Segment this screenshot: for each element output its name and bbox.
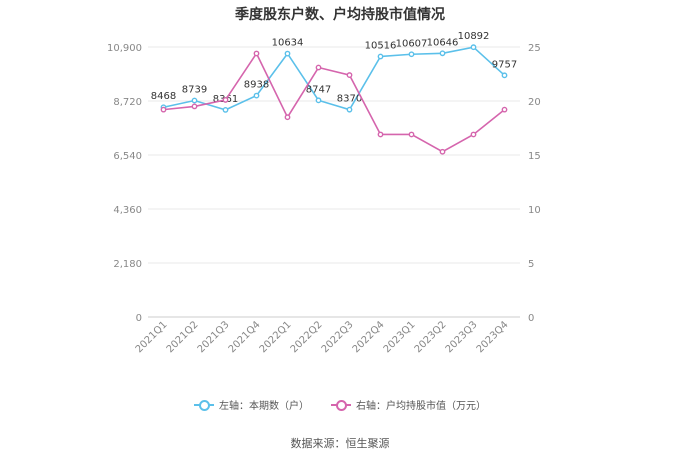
data-point-left <box>191 97 198 104</box>
series-line-right <box>163 51 506 153</box>
x-tick-label: 2022Q1 <box>258 319 294 355</box>
x-tick-label: 2021Q2 <box>165 319 201 355</box>
data-point-left <box>253 92 260 99</box>
y-left-tick-label: 4,360 <box>113 205 142 216</box>
data-label: 10607 <box>396 38 428 49</box>
data-label: 8370 <box>337 94 362 105</box>
data-point-left <box>408 51 415 58</box>
legend-label-right: 右轴：户均持股市值（万元） <box>356 401 486 412</box>
chart: 0 0 2,180 5 4,360 10 6,540 15 8,720 20 10,900 25 202… <box>107 31 541 355</box>
x-tick-label: 2021Q4 <box>227 319 263 355</box>
data-label: 10516 <box>365 41 397 52</box>
data-point-left <box>222 106 229 113</box>
data-point-right <box>346 72 353 78</box>
data-point-left <box>284 50 291 57</box>
x-tick-label: 2023Q3 <box>444 319 480 355</box>
data-point-right <box>377 131 384 138</box>
data-point-left <box>470 44 477 51</box>
data-point-right <box>284 114 291 121</box>
data-point-right <box>501 106 508 113</box>
legend: 左轴：本期数（户） 右轴：户均持股市值（万元） <box>0 397 680 412</box>
data-label: 10634 <box>272 38 304 49</box>
data-label: 8468 <box>151 91 176 102</box>
data-point-right <box>160 106 167 113</box>
data-point-right <box>222 97 229 103</box>
x-tick-label: 2021Q1 <box>134 319 170 355</box>
chart-title: 季度股东户数、户均持股市值情况 <box>235 7 445 23</box>
y-right-tick-label: 15 <box>528 151 541 162</box>
data-point-right <box>470 131 477 138</box>
data-label: 10646 <box>427 37 459 48</box>
data-point-left <box>439 50 446 57</box>
y-right-tick-label: 20 <box>528 97 541 108</box>
legend-item-left[interactable]: 左轴：本期数（户） <box>194 397 309 412</box>
y-right-tick-label: 10 <box>528 205 541 216</box>
data-label: 10892 <box>458 31 490 42</box>
legend-swatch-left-icon <box>194 399 214 411</box>
y-left-tick-label: 10,900 <box>107 43 142 54</box>
data-point-left <box>377 53 384 60</box>
y-left-tick-label: 8,720 <box>113 97 142 108</box>
legend-item-right[interactable]: 右轴：户均持股市值（万元） <box>331 397 486 412</box>
legend-swatch-right-icon <box>331 399 351 411</box>
data-point-left <box>315 97 322 104</box>
x-tick-label: 2022Q4 <box>351 319 387 355</box>
data-point-right <box>439 148 446 155</box>
data-point-right <box>253 50 260 57</box>
data-label: 9757 <box>492 59 517 70</box>
y-right-tick-label: 0 <box>528 313 534 324</box>
y-right-tick-label: 25 <box>528 43 541 54</box>
data-label: 8747 <box>306 84 331 95</box>
y-right-tick-label: 5 <box>528 259 534 270</box>
series-line-left <box>163 46 506 111</box>
data-point-left <box>501 72 508 79</box>
y-left-tick-label: 2,180 <box>113 259 142 270</box>
x-tick-label: 2022Q3 <box>320 319 356 355</box>
x-tick-label: 2021Q3 <box>196 319 232 355</box>
data-point-left <box>346 106 353 113</box>
data-point-right <box>315 64 322 71</box>
data-source: 数据来源：恒生聚源 <box>290 437 390 450</box>
data-point-right <box>191 103 198 110</box>
y-left-tick-label: 6,540 <box>113 151 142 162</box>
data-point-right <box>408 131 415 138</box>
legend-label-left: 左轴：本期数（户） <box>219 401 309 412</box>
x-tick-label: 2023Q1 <box>382 319 418 355</box>
y-left-tick-label: 0 <box>136 313 142 324</box>
x-tick-label: 2023Q2 <box>413 319 449 355</box>
data-label: 8938 <box>244 80 269 91</box>
data-label: 8739 <box>182 85 207 96</box>
x-tick-label: 2023Q4 <box>475 319 511 355</box>
x-tick-label: 2022Q2 <box>289 319 325 355</box>
